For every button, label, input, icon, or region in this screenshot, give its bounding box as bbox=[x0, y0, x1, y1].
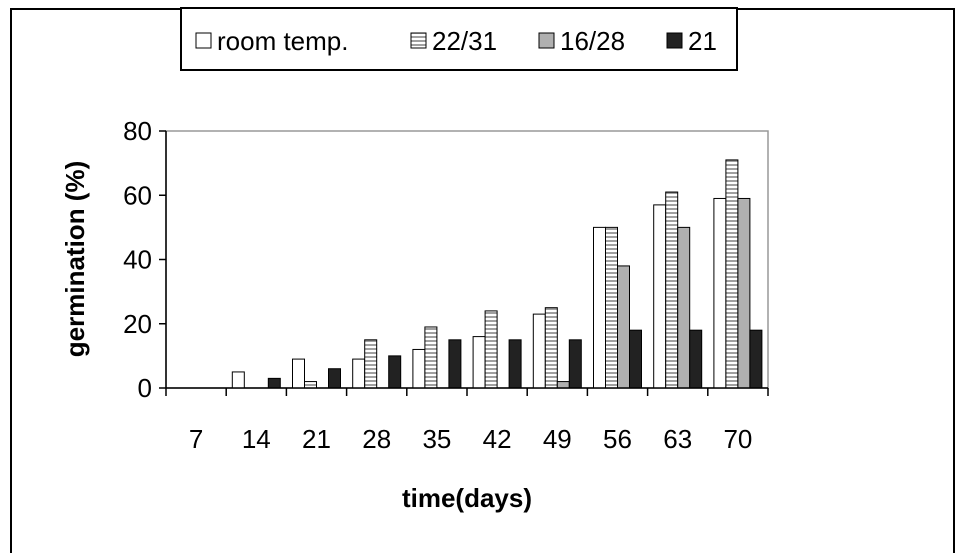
bar-22-31-day-70 bbox=[725, 159, 739, 389]
bar-22-31-day-35 bbox=[424, 326, 438, 389]
legend-label-16-28: 16/28 bbox=[560, 26, 625, 56]
bar-room-temp--day-35 bbox=[412, 348, 426, 389]
x-tick-label-28: 28 bbox=[362, 424, 391, 454]
bar-21-day-70 bbox=[749, 329, 763, 389]
legend-label-21: 21 bbox=[688, 26, 717, 56]
x-tick-label-56: 56 bbox=[603, 424, 632, 454]
y-tick-label-40: 40 bbox=[123, 245, 152, 275]
legend-box bbox=[180, 7, 738, 71]
x-tick-label-21: 21 bbox=[302, 424, 331, 454]
bar-16-28-day-56 bbox=[617, 265, 630, 389]
bar-21-day-35 bbox=[448, 339, 462, 389]
bar-21-day-56 bbox=[629, 329, 642, 389]
x-tick-label-14: 14 bbox=[242, 424, 271, 454]
x-tick-label-7: 7 bbox=[189, 424, 203, 454]
x-axis-title: time(days) bbox=[402, 483, 532, 513]
y-tick-label-60: 60 bbox=[123, 180, 152, 210]
y-tick-label-20: 20 bbox=[123, 309, 152, 339]
bar-room-temp--day-49 bbox=[532, 313, 546, 389]
bar-room-temp--day-42 bbox=[472, 336, 486, 389]
bar-21-day-21 bbox=[328, 368, 341, 389]
bar-room-temp--day-28 bbox=[352, 358, 366, 389]
bar-16-28-day-49 bbox=[556, 381, 570, 389]
bar-16-28-day-70 bbox=[737, 197, 751, 389]
bar-22-31-day-56 bbox=[605, 226, 618, 389]
bar-room-temp--day-70 bbox=[713, 197, 727, 389]
bar-21-day-49 bbox=[568, 339, 582, 389]
x-tick-label-49: 49 bbox=[543, 424, 572, 454]
bar-21-day-42 bbox=[508, 339, 522, 389]
legend-swatch-16-28 bbox=[538, 32, 555, 49]
tick-labels: 0 20 40 60 80 7 14 21 28 35 42 49 56 63 70 bbox=[123, 116, 752, 454]
bar-22-31-day-21 bbox=[304, 381, 317, 389]
bar-21-day-63 bbox=[689, 329, 703, 389]
bar-22-31-day-28 bbox=[364, 339, 378, 389]
y-tick-label-0: 0 bbox=[138, 373, 152, 403]
y-tick-label-80: 80 bbox=[123, 116, 152, 146]
x-tick-label-63: 63 bbox=[663, 424, 692, 454]
x-tick-label-35: 35 bbox=[422, 424, 451, 454]
bar-21-day-28 bbox=[388, 355, 402, 389]
bar-room-temp--day-56 bbox=[593, 226, 606, 389]
bar-21-day-14 bbox=[267, 377, 281, 389]
legend-label-room-temp-: room temp. bbox=[217, 26, 349, 56]
legend-swatch-22-31 bbox=[410, 32, 427, 49]
bar-22-31-day-42 bbox=[484, 310, 498, 389]
x-tick-label-42: 42 bbox=[483, 424, 512, 454]
axes bbox=[159, 130, 769, 396]
legend: room temp. 22/31 16/28 21 bbox=[180, 7, 738, 71]
legend-swatch-room-temp- bbox=[195, 32, 212, 49]
bar-22-31-day-63 bbox=[665, 191, 679, 389]
bar-22-31-day-49 bbox=[544, 307, 558, 389]
bar-room-temp--day-14 bbox=[231, 371, 245, 389]
x-tick-label-70: 70 bbox=[723, 424, 752, 454]
bar-room-temp--day-21 bbox=[292, 358, 305, 389]
bar-16-28-day-63 bbox=[677, 226, 691, 389]
legend-label-22-31: 22/31 bbox=[432, 26, 497, 56]
y-axis-title: germination (%) bbox=[60, 161, 90, 357]
bar-room-temp--day-63 bbox=[653, 204, 667, 389]
legend-swatch-21 bbox=[666, 32, 683, 49]
